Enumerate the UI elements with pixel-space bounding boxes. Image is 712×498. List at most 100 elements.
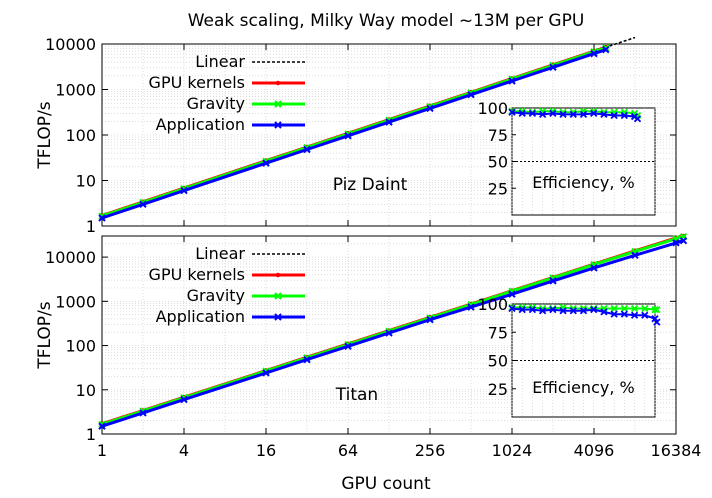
x-tick-label: 4096 — [574, 441, 615, 460]
legend-label: Linear — [195, 244, 245, 263]
legend-marker — [274, 121, 282, 129]
inset-data-point — [633, 115, 642, 123]
plot-frame — [101, 235, 677, 435]
legend-label: GPU kernels — [149, 265, 245, 284]
data-point — [98, 214, 106, 222]
legend-label: Application — [156, 115, 245, 134]
data-point — [508, 290, 516, 298]
y-tick-label: 10 — [76, 381, 96, 400]
inset-data-point — [508, 108, 516, 116]
y-axis-label: TFLOP/s — [35, 301, 55, 369]
inset-data-point — [630, 304, 639, 313]
data-point — [385, 118, 393, 126]
inset-data-point — [620, 304, 628, 313]
inset-data-point — [610, 310, 618, 318]
inset-data-point — [559, 110, 567, 119]
y-tick-label: 10000 — [45, 248, 96, 267]
inset-data-point — [579, 307, 588, 315]
inset-data-point — [651, 306, 659, 314]
data-point — [679, 236, 688, 245]
inset-y-tick-label: 100 — [477, 295, 508, 314]
data-point — [180, 186, 188, 195]
data-point — [508, 77, 516, 85]
legend-marker — [274, 100, 282, 108]
legend-label: Application — [156, 307, 245, 326]
inset-y-tick-label: 25 — [488, 380, 508, 399]
x-tick-label: 1024 — [492, 441, 533, 460]
x-tick-label: 16 — [256, 441, 276, 460]
inset-data-point — [600, 308, 608, 316]
inset-data-point — [610, 111, 618, 120]
data-point — [180, 395, 188, 404]
inset-y-tick-label: 75 — [488, 323, 508, 342]
x-tick-label: 64 — [338, 441, 358, 460]
data-point — [467, 303, 475, 311]
y-axis-label: TFLOP/s — [35, 101, 55, 169]
data-point — [590, 49, 598, 58]
legend-label: GPU kernels — [149, 73, 245, 92]
data-point — [467, 91, 475, 99]
inset-y-tick-label: 100 — [477, 99, 508, 118]
data-point — [344, 342, 352, 351]
series-group — [98, 232, 688, 430]
legend-label: Gravity — [187, 286, 245, 305]
inset-data-point — [528, 306, 537, 314]
inset-data-point — [641, 311, 649, 319]
inset-data-point — [620, 111, 628, 120]
inset-label: Efficiency, % — [532, 378, 634, 397]
y-tick-label: 10 — [76, 172, 96, 191]
inset-y-tick-label: 50 — [488, 153, 508, 172]
inset: 25 50 75 100 Efficiency, % — [477, 99, 656, 216]
inset-y-tick-label: 25 — [488, 179, 508, 198]
y-tick-label: 100 — [65, 337, 96, 356]
data-point — [602, 45, 610, 54]
data-point — [426, 104, 434, 113]
data-point — [672, 239, 680, 247]
inset-frame — [511, 107, 656, 216]
inset-data-point — [653, 318, 661, 326]
inset-data-point — [600, 110, 608, 119]
inset-data-point — [620, 310, 628, 318]
y-tick-label: 1000 — [55, 81, 96, 100]
inset-frame — [511, 303, 656, 418]
inset-series-line-1 — [511, 307, 658, 323]
legend-marker — [274, 313, 282, 321]
x-tick-label: 4 — [179, 441, 189, 460]
y-tick-label: 1 — [86, 217, 96, 236]
data-point — [303, 145, 311, 154]
data-point — [385, 329, 393, 337]
data-point — [139, 409, 147, 417]
legend-marker — [275, 272, 281, 278]
data-point — [98, 422, 106, 430]
inset-data-point — [590, 109, 598, 117]
inset-series-line-1 — [511, 111, 639, 120]
legend-marker — [274, 292, 282, 300]
inset-data-point — [579, 110, 588, 119]
inset-data-point — [539, 307, 547, 315]
inset: 25 50 75 100 Efficiency, % — [477, 295, 661, 418]
data-point — [426, 316, 434, 324]
panel-1: 1 10 100 1000 10000 1 4 16 64 256 1024 4096 16384 TFL… — [35, 232, 701, 460]
data-point — [303, 355, 311, 364]
inset-data-point — [569, 307, 577, 315]
inset-label: Efficiency, % — [532, 173, 634, 192]
inset-data-point — [518, 306, 526, 314]
x-axis-label: GPU count — [341, 474, 431, 494]
legend: Linear GPU kernels Gravity Application — [149, 52, 305, 134]
legend-label: Gravity — [187, 94, 245, 113]
y-tick-label: 10000 — [45, 35, 96, 54]
data-point — [262, 369, 270, 377]
inset-data-point — [630, 311, 639, 319]
inset-data-point — [518, 109, 526, 117]
inset-y-tick-label: 75 — [488, 126, 508, 145]
legend: Linear GPU kernels Gravity Application — [149, 244, 305, 326]
inset-data-point — [653, 306, 661, 314]
panel-label: Titan — [335, 385, 378, 405]
x-tick-label: 1 — [97, 441, 107, 460]
data-point — [549, 63, 557, 72]
inset-data-point — [539, 110, 547, 119]
legend-label: Linear — [195, 52, 245, 71]
inset-data-point — [610, 304, 618, 313]
x-tick-label: 256 — [415, 441, 446, 460]
